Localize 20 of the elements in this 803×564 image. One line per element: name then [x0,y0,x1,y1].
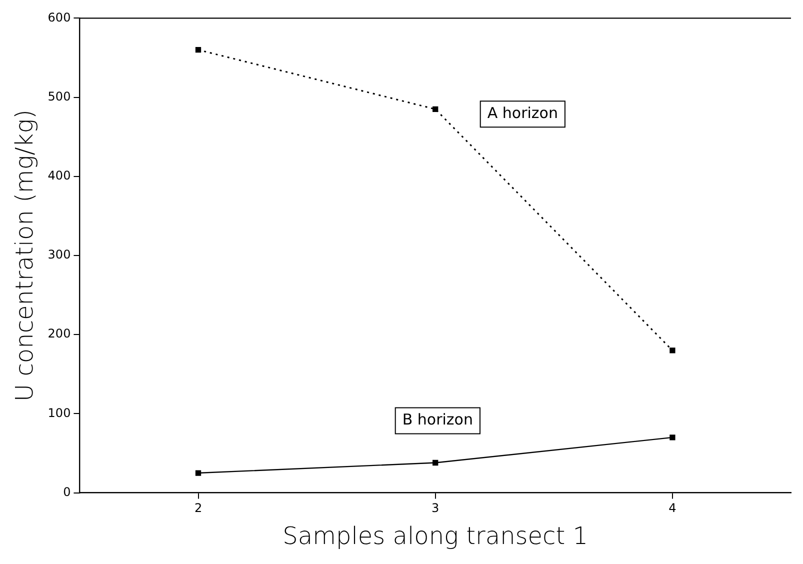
point [432,460,438,466]
x-tick-label: 3 [432,501,440,516]
y-axis-title: U concentration (mg/kg) [10,110,39,402]
x-tick-label: 4 [668,501,676,516]
y-tick-label: 600 [48,10,71,24]
y-tick-label: 200 [48,326,71,341]
x-axis-title: Samples along transect 1 [282,522,588,550]
series-label: B horizon [402,410,473,429]
point [195,47,202,53]
x-tick-label: 2 [194,501,202,516]
y-tick-label: 0 [63,484,71,499]
point [195,470,202,476]
y-tick-label: 400 [48,168,71,183]
point [670,348,676,354]
series-label: A horizon [487,104,558,122]
point [432,106,438,112]
y-tick-label: 300 [48,248,71,262]
y-tick-label: 500 [48,89,71,104]
y-tick-label: 100 [48,406,71,420]
point [670,434,676,440]
